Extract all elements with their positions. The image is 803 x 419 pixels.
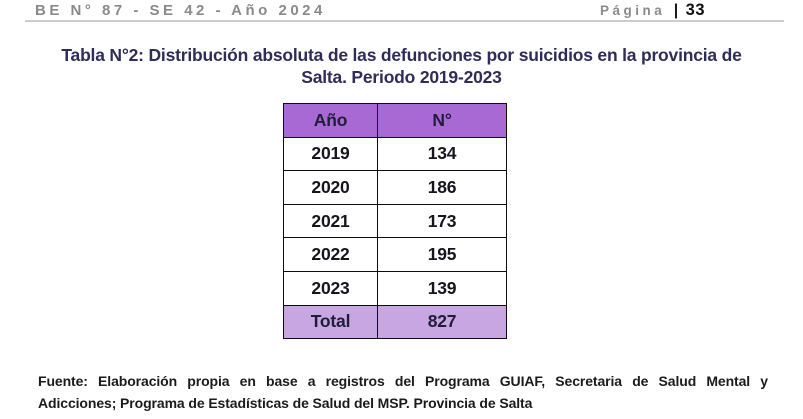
data-table: Año N° 2019 134 2020 186 2021 173 2022 1… (283, 103, 507, 340)
source-note-line2: Adicciones; Programa de Estadísticas de … (38, 394, 533, 411)
source-note: Fuente: Elaboración propia en base a reg… (38, 371, 768, 414)
cell-total-value: 827 (377, 304, 507, 340)
cell-year: 2023 (283, 270, 378, 306)
page-number: 33 (685, 1, 705, 19)
table-title: Tabla N°2: Distribución absoluta de las … (0, 44, 803, 88)
table-title-line1: Tabla N°2: Distribución absoluta de las … (61, 45, 742, 65)
cell-count: 186 (377, 170, 507, 205)
cell-year: 2020 (283, 170, 378, 205)
page-separator: | (673, 2, 679, 19)
table-title-line2: Salta. Periodo 2019-2023 (301, 67, 502, 87)
cell-count: 134 (377, 136, 507, 172)
header-divider (25, 20, 784, 22)
table-row: 2019 134 (283, 136, 507, 172)
bulletin-id-text: BE N° 87 - SE 42 - Año 2024 (35, 2, 326, 19)
source-note-line1: Fuente: Elaboración propia en base a reg… (38, 373, 768, 389)
cell-count: 173 (377, 203, 507, 239)
cell-total-label: Total (283, 304, 378, 340)
cell-year: 2022 (283, 237, 378, 272)
cell-year: 2021 (283, 203, 378, 239)
cell-year: 2019 (283, 136, 378, 172)
table-row: 2022 195 (283, 237, 507, 272)
page-indicator: Página | 33 (600, 1, 705, 20)
col-header-count: N° (377, 103, 507, 138)
table-row: 2023 139 (283, 270, 507, 306)
table-row: 2020 186 (283, 170, 507, 205)
table-header-row: Año N° (283, 103, 507, 138)
table-row: 2021 173 (283, 203, 507, 239)
col-header-year: Año (283, 103, 378, 138)
running-header: BE N° 87 - SE 42 - Año 2024 Página | 33 (35, 1, 705, 20)
table-total-row: Total 827 (283, 304, 507, 340)
cell-count: 195 (377, 237, 507, 272)
page-label: Página (599, 3, 666, 18)
cell-count: 139 (377, 270, 507, 306)
